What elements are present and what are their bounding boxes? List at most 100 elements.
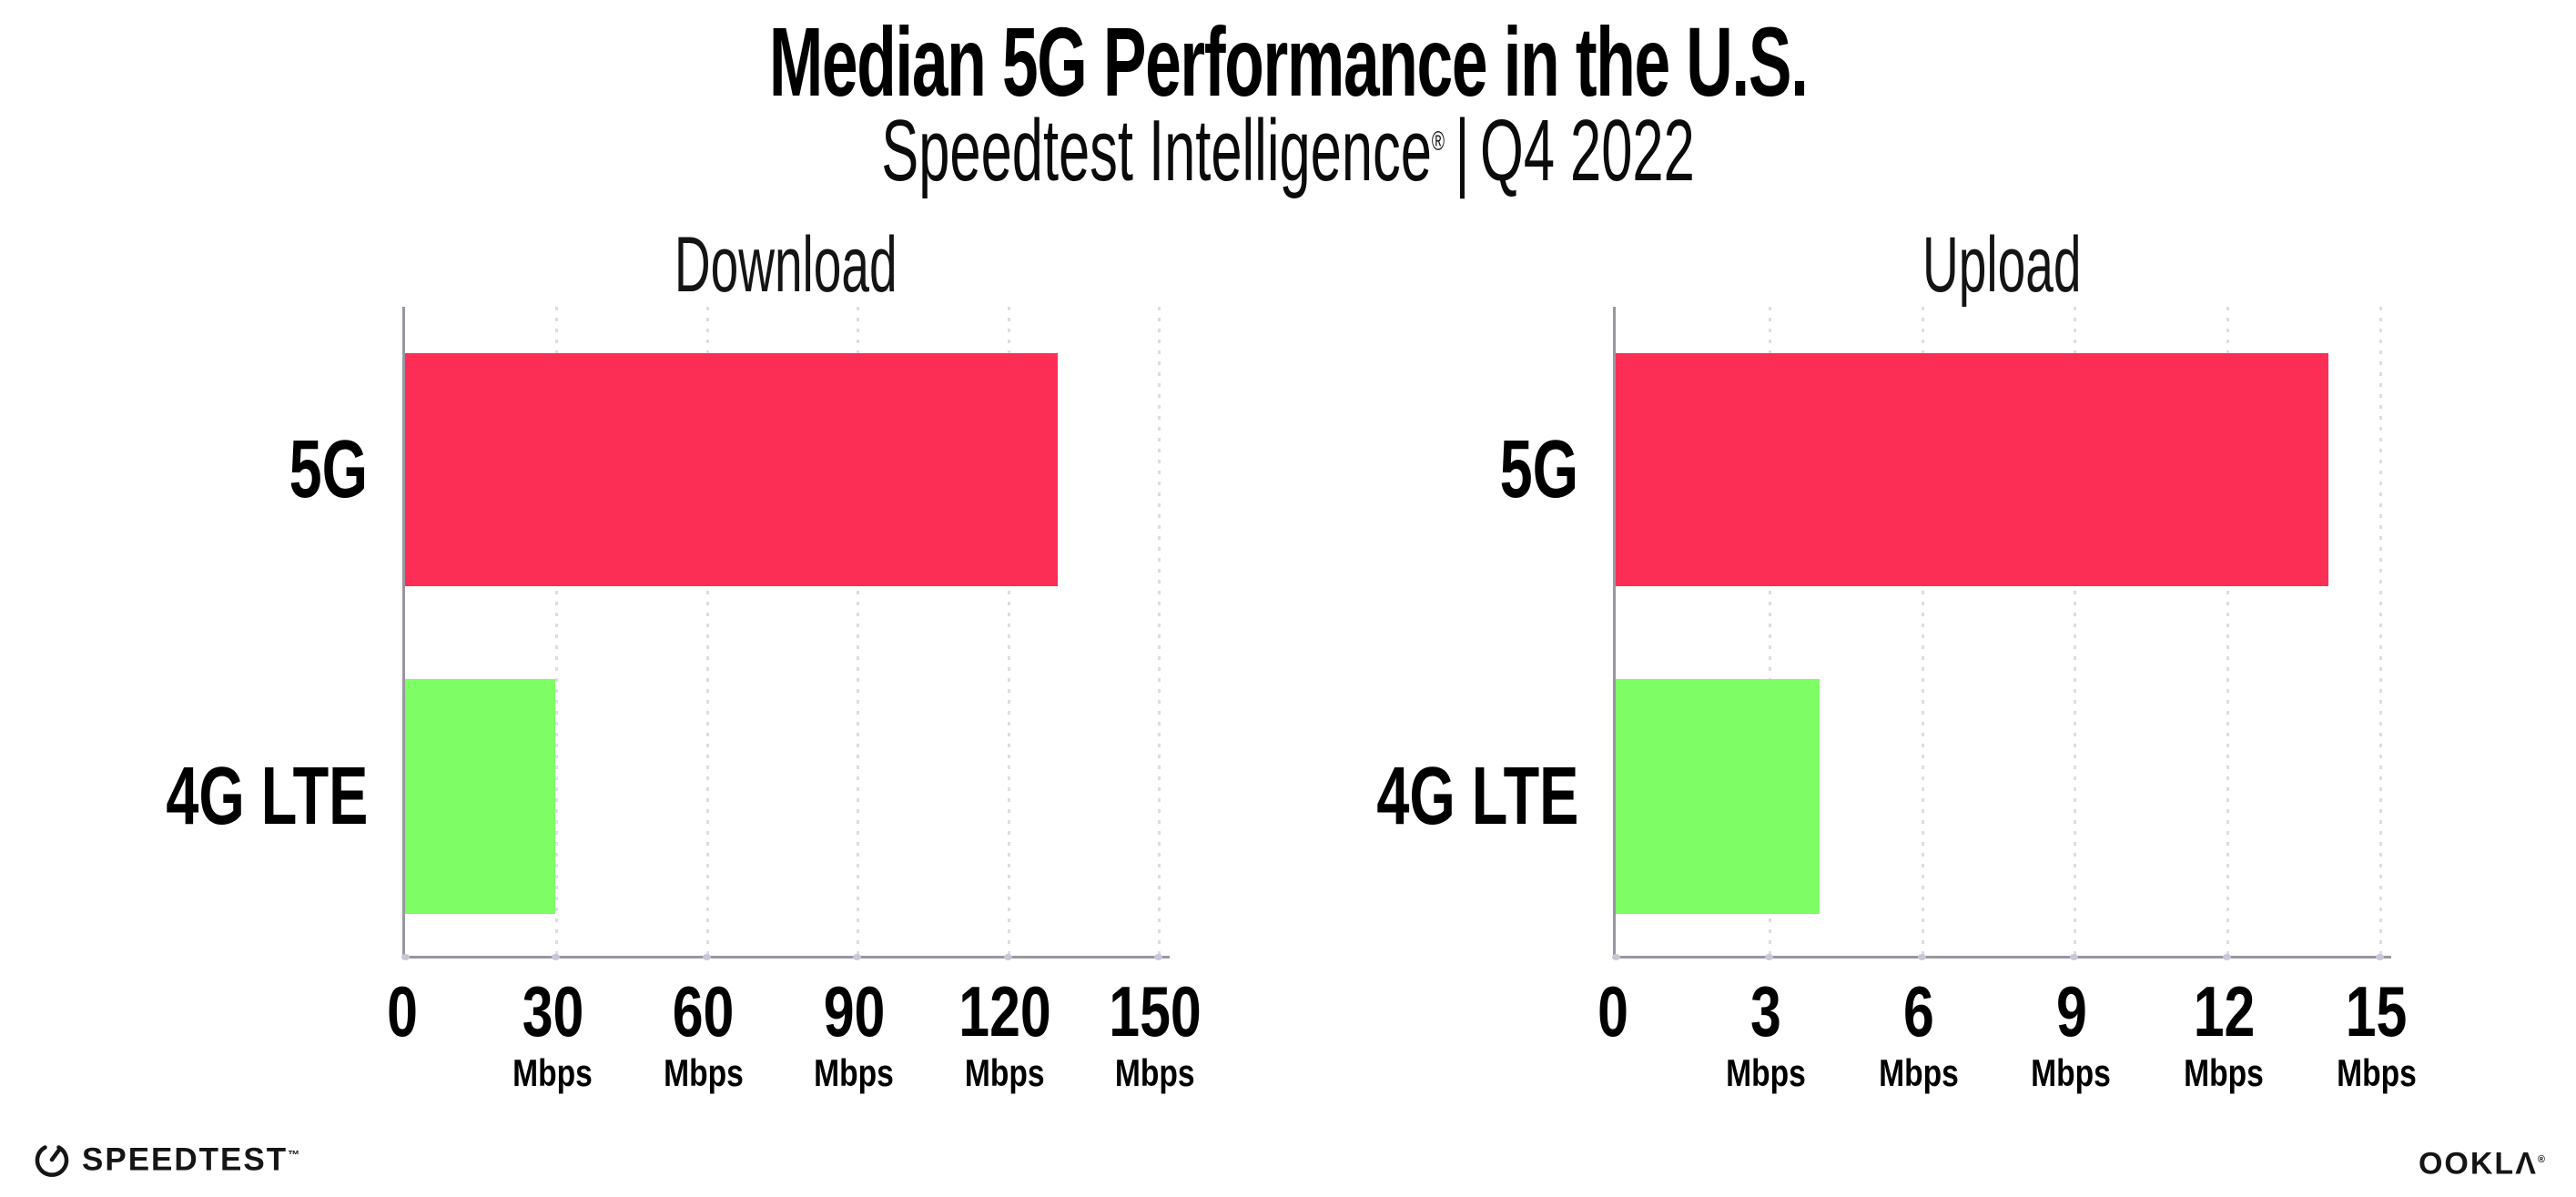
axis-tick-dot xyxy=(1612,954,1620,960)
tick-number: 0 xyxy=(382,976,421,1047)
tick-number-text: 60 xyxy=(672,971,735,1051)
tick-unit-text: Mbps xyxy=(964,1051,1045,1094)
tick-number: 0 xyxy=(1593,976,1632,1047)
bar-5g-download xyxy=(405,353,1058,586)
tick-number-text: 120 xyxy=(958,971,1051,1051)
gridline-upload-15 xyxy=(2379,307,2382,956)
tick-number: 150 xyxy=(1096,976,1214,1047)
gridline-download-90 xyxy=(857,307,860,956)
tick-number: 9 xyxy=(2022,976,2122,1047)
upload-chart-heading: Upload xyxy=(1613,226,2391,304)
tick-unit: Mbps xyxy=(1096,1054,1214,1092)
tick-number: 6 xyxy=(1869,976,1969,1047)
tick-number-text: 3 xyxy=(1749,971,1781,1051)
tick-unit-text: Mbps xyxy=(1115,1051,1195,1094)
tick-unit: Mbps xyxy=(946,1054,1064,1092)
axis-tick-dot xyxy=(552,954,561,960)
tick-number-text: 15 xyxy=(2346,971,2408,1051)
registered-mark-icon-small: ® xyxy=(2537,1154,2547,1165)
axis-tick-dot xyxy=(702,954,711,960)
tick-unit: Mbps xyxy=(2327,1054,2427,1092)
tick-unit-text: Mbps xyxy=(814,1051,895,1094)
tick-number-text: 90 xyxy=(823,971,886,1051)
axis-tick-dot xyxy=(1154,954,1162,960)
tick-label-download-0: 0 xyxy=(382,976,421,1047)
tick-number: 60 xyxy=(654,976,754,1047)
download-chart-heading-text: Download xyxy=(674,221,898,309)
gridline-download-30 xyxy=(555,307,559,956)
tick-label-download-60: 60 Mbps xyxy=(654,976,754,1092)
tick-number-text: 150 xyxy=(1109,971,1202,1051)
tick-label-download-90: 90 Mbps xyxy=(804,976,904,1092)
tick-number: 12 xyxy=(2174,976,2274,1047)
subtitle-period: Q4 2022 xyxy=(1480,102,1695,199)
tick-number: 30 xyxy=(503,976,603,1047)
axis-tick-dot xyxy=(1917,954,1926,960)
tick-label-download-120: 120 Mbps xyxy=(946,976,1064,1092)
tick-unit-text: Mbps xyxy=(663,1051,744,1094)
category-label-5g-upload: 5G xyxy=(0,429,1578,511)
tick-unit-text: Mbps xyxy=(1725,1051,1806,1094)
axis-tick-dot xyxy=(2223,954,2232,960)
tick-number: 3 xyxy=(1716,976,1816,1047)
bar-4g-lte-upload xyxy=(1616,679,1820,914)
gridline-download-60 xyxy=(705,307,709,956)
category-label-5g-download: 5G xyxy=(0,429,368,511)
axis-tick-dot xyxy=(1003,954,1012,960)
tick-unit: Mbps xyxy=(1869,1054,1969,1092)
tick-unit-text: Mbps xyxy=(2184,1051,2265,1094)
category-label-text: 5G xyxy=(289,424,368,515)
category-label-4g-lte-upload: 4G LTE xyxy=(0,756,1578,837)
gridline-upload-12 xyxy=(2226,307,2230,956)
gridline-download-150 xyxy=(1158,307,1161,956)
tick-number-text: 12 xyxy=(2193,971,2256,1051)
tick-unit-text: Mbps xyxy=(1878,1051,1959,1094)
download-plot-area xyxy=(401,307,1170,960)
tick-label-upload-0: 0 xyxy=(1593,976,1632,1047)
tick-unit: Mbps xyxy=(1716,1054,1816,1092)
speedtest-gauge-icon xyxy=(35,1145,69,1177)
axis-tick-dot xyxy=(1764,954,1773,960)
tick-unit: Mbps xyxy=(2022,1054,2122,1092)
subtitle-brand: Speedtest Intelligence xyxy=(881,102,1432,199)
category-label-4g-lte-download: 4G LTE xyxy=(0,756,368,837)
axis-tick-dot xyxy=(2070,954,2079,960)
speedtest-logo: SPEEDTEST™ xyxy=(33,1138,301,1178)
upload-plot-area xyxy=(1612,307,2391,960)
tick-number-text: 30 xyxy=(522,971,584,1051)
tick-number: 120 xyxy=(946,976,1064,1047)
tick-unit: Mbps xyxy=(503,1054,603,1092)
tick-unit: Mbps xyxy=(804,1054,904,1092)
tick-number: 90 xyxy=(804,976,904,1047)
category-label-text: 5G xyxy=(1499,424,1578,515)
tick-number-text: 0 xyxy=(1597,971,1628,1051)
tick-number: 15 xyxy=(2327,976,2427,1047)
tick-label-upload-15: 15 Mbps xyxy=(2327,976,2427,1092)
page-subtitle: Speedtest Intelligence® | Q4 2022 xyxy=(0,107,2576,195)
bar-4g-lte-download xyxy=(405,679,556,914)
tick-label-upload-12: 12 Mbps xyxy=(2174,976,2274,1092)
speedtest-wordmark-text: SPEEDTEST xyxy=(82,1141,289,1178)
category-label-text: 4G LTE xyxy=(165,751,368,842)
tick-unit: Mbps xyxy=(2174,1054,2274,1092)
gridline-upload-3 xyxy=(1768,307,1771,956)
tick-label-download-150: 150 Mbps xyxy=(1096,976,1214,1092)
tick-label-upload-3: 3 Mbps xyxy=(1716,976,1816,1092)
tick-label-upload-9: 9 Mbps xyxy=(2022,976,2122,1092)
speedtest-wordmark: SPEEDTEST™ xyxy=(82,1135,301,1181)
tick-number-text: 6 xyxy=(1902,971,1934,1051)
category-label-text: 4G LTE xyxy=(1375,751,1578,842)
bar-5g-upload xyxy=(1616,353,2329,586)
tick-unit-text: Mbps xyxy=(512,1051,593,1094)
page-title: Median 5G Performance in the U.S. xyxy=(0,13,2576,111)
tick-number-text: 0 xyxy=(387,971,418,1051)
axis-tick-dot xyxy=(853,954,862,960)
tick-number-text: 9 xyxy=(2055,971,2087,1051)
page-title-text: Median 5G Performance in the U.S. xyxy=(768,6,1809,117)
subtitle-separator: | xyxy=(1455,102,1470,199)
page-subtitle-text: Speedtest Intelligence® | Q4 2022 xyxy=(881,107,1694,195)
tick-unit: Mbps xyxy=(654,1054,754,1092)
upload-chart-heading-text: Upload xyxy=(1922,221,2082,309)
registered-mark-icon: ® xyxy=(1431,127,1445,157)
